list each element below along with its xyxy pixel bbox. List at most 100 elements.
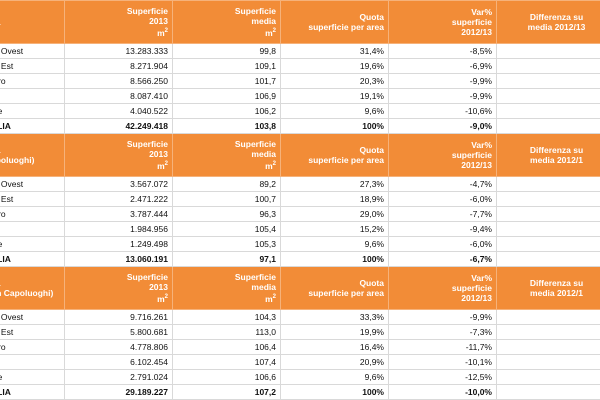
cell-quota: 100% xyxy=(280,118,389,134)
header-var: Var% superficie 2012/13 xyxy=(388,0,497,44)
cell-quota: 33,3% xyxy=(280,309,389,325)
header-text: superficie xyxy=(451,283,492,293)
cell-quota: 29,0% xyxy=(280,206,389,222)
cell-media: 113,0 xyxy=(172,324,281,340)
cell-superficie: 13.060.191 xyxy=(64,251,173,267)
cell-superficie: 8.271.904 xyxy=(64,58,173,74)
cell-var: -9,0% xyxy=(388,118,497,134)
cell-superficie: 4.778.806 xyxy=(64,339,173,355)
cell-media: 107,2 xyxy=(172,384,281,400)
cell-superficie: 6.102.454 xyxy=(64,354,173,370)
header-text: 2013 xyxy=(149,16,168,27)
unit-superscript: 2 xyxy=(164,294,168,301)
cell-var: -10,0% xyxy=(388,384,497,400)
unit-superscript: 2 xyxy=(272,294,276,301)
cell-diff: 0 xyxy=(496,43,600,59)
header-text: Var% xyxy=(471,7,492,17)
header-text: media 2012/1 xyxy=(530,288,583,298)
cell-superficie: 3.787.444 xyxy=(64,206,173,222)
cell-quota: 31,4% xyxy=(280,43,389,59)
cell-var: -6,9% xyxy=(388,58,497,74)
cell-area: ALIA xyxy=(0,384,65,400)
cell-media: 109,1 xyxy=(172,58,281,74)
cell-var: -6,7% xyxy=(388,251,497,267)
header-quota: Quota superficie per area xyxy=(280,133,389,177)
cell-media: 107,4 xyxy=(172,354,281,370)
cell-quota: 9,6% xyxy=(280,103,389,119)
header-text: Differenza su xyxy=(529,12,584,22)
cell-superficie: 29.189.227 xyxy=(64,384,173,400)
cell-quota: 19,1% xyxy=(280,88,389,104)
cell-media: 105,3 xyxy=(172,236,281,252)
cell-area: d xyxy=(0,221,65,237)
header-text: Superficie xyxy=(126,6,168,17)
header-text: 2013 xyxy=(149,282,168,293)
header-text: Superficie xyxy=(126,272,168,283)
cell-quota: 27,3% xyxy=(280,176,389,192)
cell-area: d xyxy=(0,354,65,370)
cell-var: -9,4% xyxy=(388,221,497,237)
header-text: Differenza su xyxy=(529,278,584,288)
header-text: m xyxy=(265,27,273,38)
cell-diff: 0 xyxy=(496,309,600,325)
cell-area: rd Ovest xyxy=(0,176,65,192)
header-text: superficie per area xyxy=(308,22,384,32)
cell-media: 106,2 xyxy=(172,103,281,119)
cell-diff: 0 xyxy=(496,118,600,134)
cell-var: -11,7% xyxy=(388,339,497,355)
cell-area: ALIA xyxy=(0,118,65,134)
header-diff: Differenza su media 2012/1 xyxy=(496,266,600,310)
cell-quota: 100% xyxy=(280,251,389,267)
header-text: media xyxy=(251,16,276,27)
cell-media: 106,6 xyxy=(172,369,281,385)
cell-area: rd Ovest xyxy=(0,309,65,325)
cell-area: rd Est xyxy=(0,58,65,74)
cell-diff: 1 xyxy=(496,324,600,340)
header-text: m xyxy=(265,160,273,171)
header-diff: Differenza su media 2012/13 xyxy=(496,0,600,44)
header-media: Superficie media m2 xyxy=(172,266,281,310)
header-text: 2012/13 xyxy=(461,27,492,37)
cell-superficie: 1.984.956 xyxy=(64,221,173,237)
cell-diff: 0 xyxy=(496,191,600,207)
cell-diff: 0 xyxy=(496,251,600,267)
cell-media: 99,8 xyxy=(172,43,281,59)
cell-media: 105,4 xyxy=(172,221,281,237)
cell-diff: -0 xyxy=(496,206,600,222)
header-text: m xyxy=(157,293,165,304)
header-superficie: Superficie 2013 m2 xyxy=(64,133,173,177)
header-text: Differenza su xyxy=(529,145,584,155)
cell-diff: 0 xyxy=(496,73,600,89)
cell-superficie: 2.471.222 xyxy=(64,191,173,207)
header-quota: Quota superficie per area xyxy=(280,0,389,44)
cell-area: ntro xyxy=(0,339,65,355)
cell-quota: 15,2% xyxy=(280,221,389,237)
cell-superficie: 2.791.024 xyxy=(64,369,173,385)
cell-superficie: 1.249.498 xyxy=(64,236,173,252)
cell-diff: 0 xyxy=(496,176,600,192)
cell-quota: 18,9% xyxy=(280,191,389,207)
header-text: media 2012/13 xyxy=(527,22,586,32)
header-quota: Quota superficie per area xyxy=(280,266,389,310)
cell-var: -6,0% xyxy=(388,191,497,207)
header-media: Superficie media m2 xyxy=(172,0,281,44)
cell-media: 101,7 xyxy=(172,73,281,89)
header-text: superficie xyxy=(451,150,492,160)
cell-superficie: 3.567.072 xyxy=(64,176,173,192)
unit-superscript: 2 xyxy=(272,28,276,35)
cell-quota: 16,4% xyxy=(280,339,389,355)
header-text: media xyxy=(251,149,276,160)
cell-var: -10,6% xyxy=(388,103,497,119)
header-text: m xyxy=(157,160,165,171)
cell-var: -9,9% xyxy=(388,73,497,89)
header-text: Var% xyxy=(471,140,492,150)
unit-superscript: 2 xyxy=(272,161,276,168)
